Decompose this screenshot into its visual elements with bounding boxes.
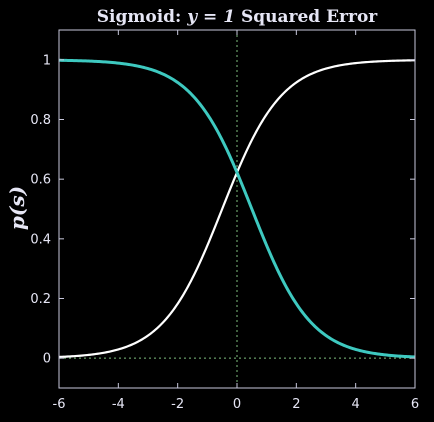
plot-area: -6 -4 -2 0 2 4 6 0 0.2 0.4 0.6 0.8 1 xyxy=(30,29,419,412)
chart-title-math: y = 1 xyxy=(186,7,235,27)
x-tick-label-6: 6 xyxy=(411,397,419,412)
x-tick-label-4: 2 xyxy=(292,397,300,412)
x-tick-label-5: 4 xyxy=(352,397,360,412)
y-tick-label-5: 1 xyxy=(43,53,51,68)
y-axis-label: p(s) xyxy=(5,186,29,230)
chart-title-prefix: Sigmoid: xyxy=(97,7,188,27)
x-axis-label: s xyxy=(233,417,241,422)
y-tick-label-0: 0 xyxy=(43,352,51,367)
x-tick-label-3: 0 xyxy=(233,397,241,412)
y-tick-label-3: 0.6 xyxy=(30,173,51,188)
chart-title-suffix: Squared Error xyxy=(235,7,378,27)
series-line-1 xyxy=(58,58,416,359)
y-tick-label-4: 0.8 xyxy=(30,113,51,128)
x-tick-label-0: -6 xyxy=(53,397,66,412)
series-line-0 xyxy=(58,59,416,359)
y-tick-label-2: 0.4 xyxy=(30,232,51,247)
y-tick-label-1: 0.2 xyxy=(30,292,51,307)
axes-frame xyxy=(58,29,416,389)
chart-title: Sigmoid: y = 1 Squared Error xyxy=(97,7,379,27)
x-tick-label-2: -2 xyxy=(171,397,184,412)
x-tick-label-1: -4 xyxy=(112,397,125,412)
